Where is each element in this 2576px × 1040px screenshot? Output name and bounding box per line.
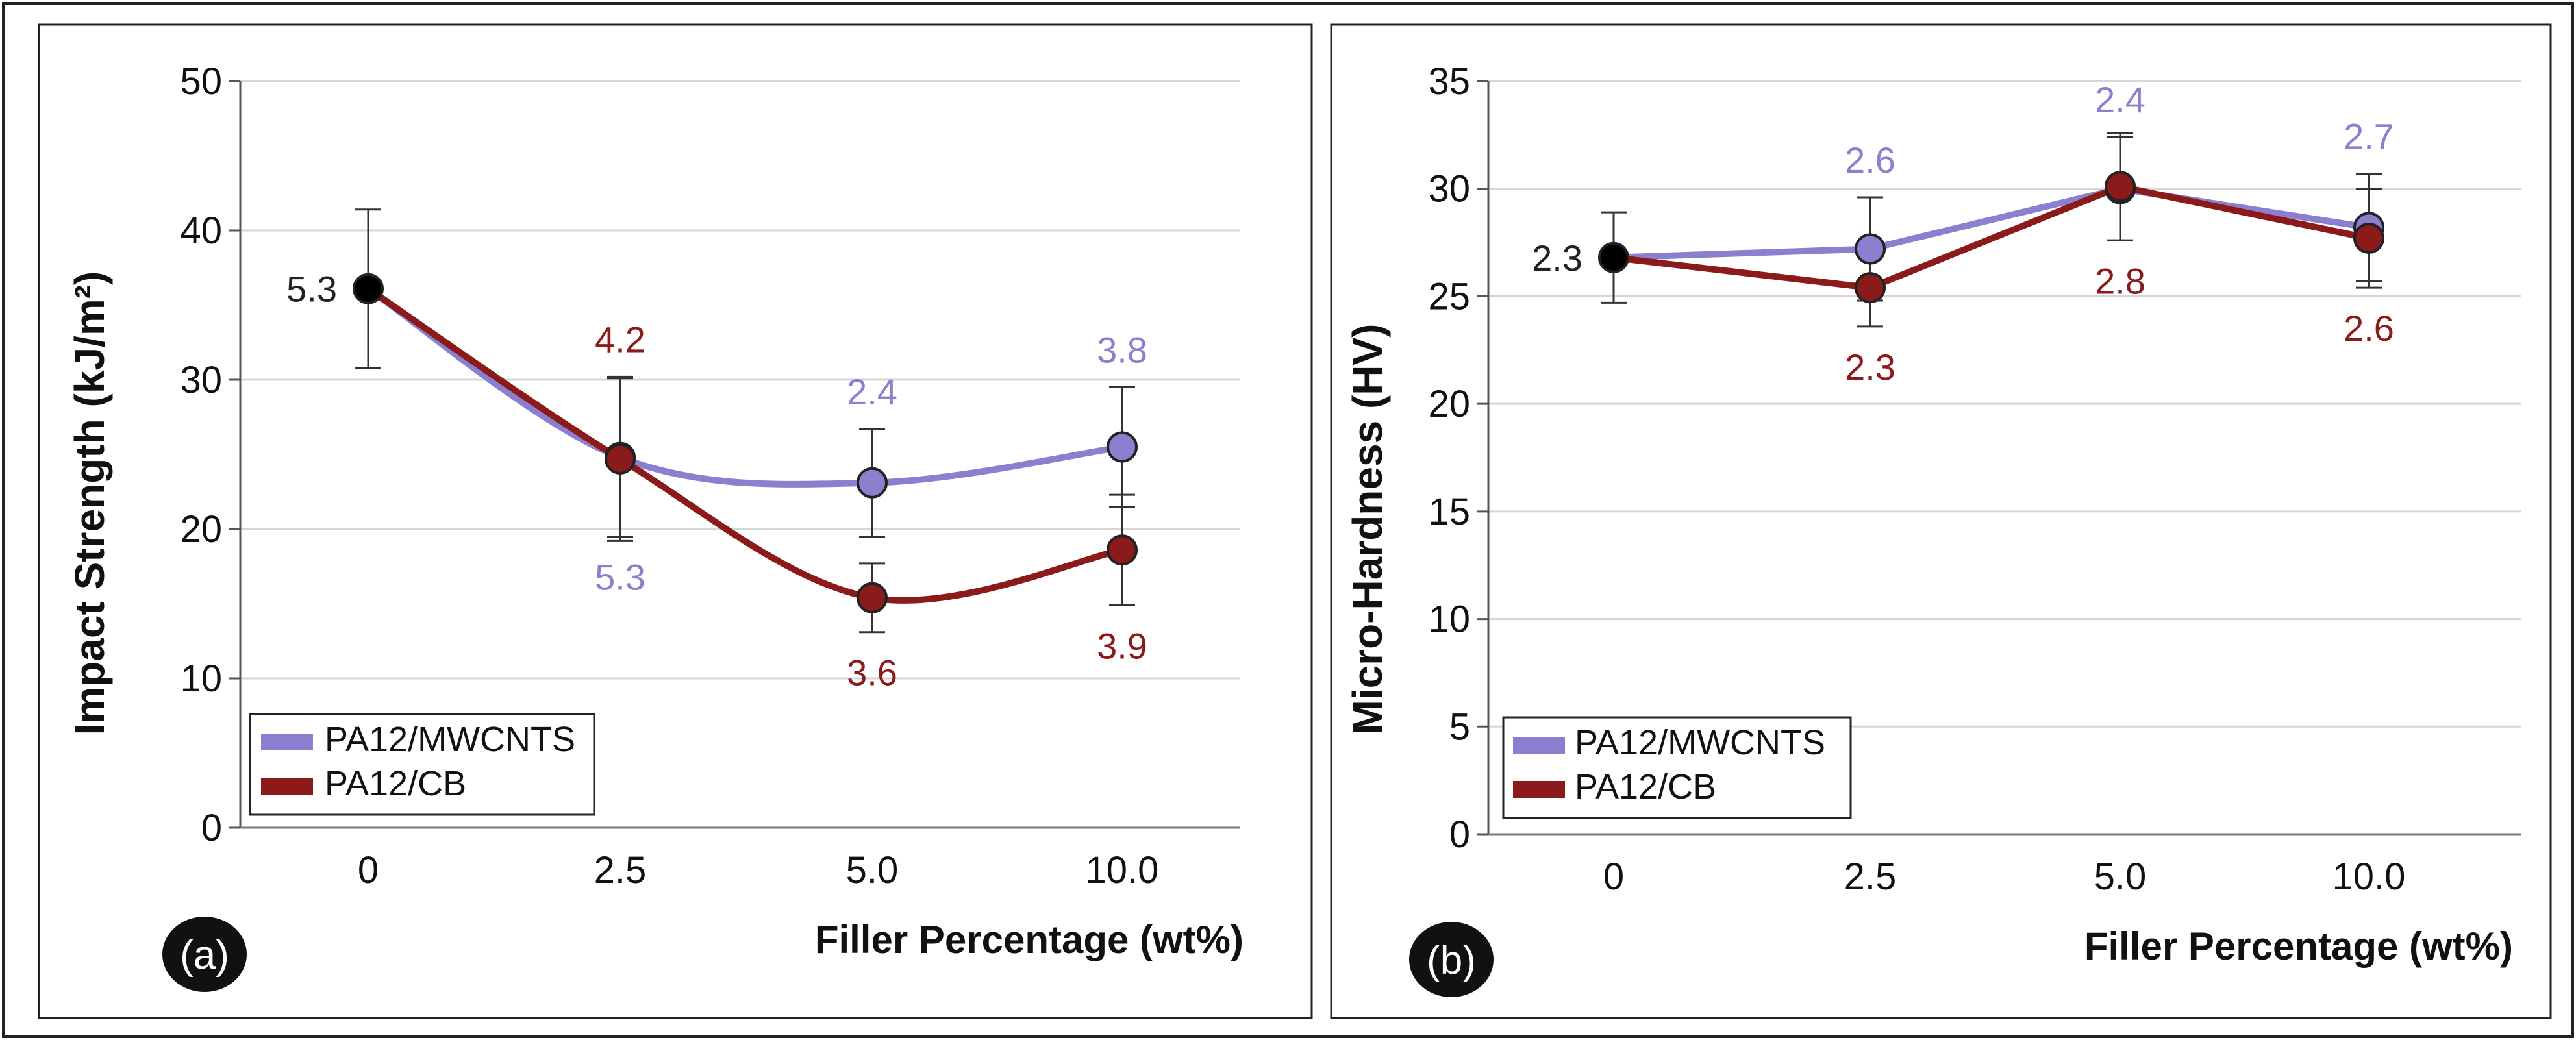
panel-a-data-labels: 5.3 5.3 2.4 3.8 4.2 3.6 3.9	[286, 269, 1147, 693]
series-line-cb	[1610, 183, 2372, 291]
panel-a-xlabel: Filler Percentage (wt%)	[815, 918, 1244, 961]
y-tick-label: 40	[180, 210, 222, 252]
y-tick-label: 35	[1428, 60, 1470, 103]
series-line-cb	[365, 285, 1125, 604]
panel-a-frame	[38, 23, 1313, 1019]
y-tick-label: 50	[180, 60, 222, 103]
legend-label-cb: PA12/CB	[1575, 767, 1716, 806]
x-tick-label: 0	[1603, 856, 1624, 898]
panel-a-badge-label: (a)	[180, 933, 229, 978]
data-point-mwcnts	[1107, 431, 1138, 463]
data-point-mwcnts	[1855, 233, 1886, 265]
data-label-cb: 2.3	[1845, 347, 1895, 388]
panel-a-grid	[240, 80, 1240, 680]
legend-swatch-mwcnts	[261, 734, 313, 750]
legend-label-mwcnts: PA12/MWCNTS	[325, 720, 575, 759]
x-tick-label: 10.0	[2332, 856, 2406, 898]
panel-a-label-badge: (a)	[162, 917, 247, 992]
data-label-cb: 2.6	[2344, 308, 2394, 349]
data-point-cb	[1855, 272, 1886, 304]
panel-a-legend: PA12/MWCNTS PA12/CB	[249, 713, 595, 816]
panel-b-legend: PA12/MWCNTS PA12/CB	[1502, 716, 1852, 819]
data-label-mwcnts: 2.4	[2095, 79, 2145, 120]
x-tick-label: 2.5	[594, 849, 647, 891]
data-label-cb: 3.6	[847, 652, 897, 693]
panel-b-label-badge: (b)	[1409, 922, 1494, 997]
data-label-neat: 2.3	[1532, 238, 1582, 279]
panel-a-axes	[229, 80, 1240, 829]
x-tick-label: 2.5	[1844, 856, 1897, 898]
y-tick-label: 10	[1428, 599, 1470, 641]
legend-swatch-cb	[1513, 781, 1565, 798]
data-point-cb	[2353, 222, 2384, 254]
y-tick-label: 10	[180, 658, 222, 700]
x-tick-label: 5.0	[846, 849, 899, 891]
panel-a-badge-circle	[162, 917, 247, 992]
panel-b-tick-labels: 0 5 10 15 20 25 30 35 0 2.5 5.0 10.0	[1428, 60, 2405, 898]
data-point-cb	[2105, 171, 2136, 203]
data-label-cb: 2.8	[2095, 260, 2145, 301]
panel-b-badge-label: (b)	[1427, 938, 1476, 983]
x-tick-label: 5.0	[2094, 856, 2147, 898]
data-label-mwcnts: 2.6	[1845, 140, 1895, 180]
data-point-neat	[1598, 241, 1629, 273]
data-label-mwcnts: 5.3	[595, 557, 645, 598]
data-label-cb: 4.2	[595, 319, 645, 360]
y-tick-label: 30	[180, 359, 222, 401]
y-tick-label: 20	[1428, 383, 1470, 425]
y-tick-label: 25	[1428, 275, 1470, 317]
data-label-mwcnts: 3.8	[1097, 330, 1147, 371]
panel-b-badge-circle	[1409, 922, 1494, 997]
x-tick-label: 10.0	[1086, 849, 1159, 891]
data-label-cb: 3.9	[1097, 625, 1147, 666]
panel-b-data-labels: 2.3 2.6 2.4 2.7 2.3 2.8 2.6	[1532, 79, 2394, 388]
y-tick-label: 0	[1449, 813, 1470, 856]
data-label-mwcnts: 2.7	[2344, 116, 2394, 157]
data-point-neat	[353, 273, 384, 304]
legend-swatch-mwcnts	[1513, 737, 1565, 754]
legend-box	[1502, 716, 1852, 819]
panel-b-xlabel: Filler Percentage (wt%)	[2084, 924, 2513, 968]
y-tick-label: 0	[201, 807, 222, 849]
panel-b-frame	[1330, 23, 2552, 1019]
data-point-mwcnts	[857, 467, 888, 499]
legend-label-cb: PA12/CB	[325, 764, 466, 803]
y-tick-label: 30	[1428, 168, 1470, 210]
legend-swatch-cb	[261, 778, 313, 795]
panel-a-data-points	[353, 273, 1138, 613]
data-label-neat: 5.3	[286, 269, 337, 310]
data-label-mwcnts: 2.4	[847, 371, 897, 412]
legend-box	[249, 713, 595, 816]
panel-a-tick-labels: 0 10 20 30 40 50 0 2.5 5.0 10.0	[180, 60, 1158, 891]
y-tick-label: 20	[180, 508, 222, 551]
panel-a-ylabel: Impact Strength (kJ/m²)	[66, 271, 113, 736]
x-tick-label: 0	[358, 849, 379, 891]
panel-a-series-lines	[365, 285, 1125, 604]
panel-b-series-lines	[1610, 183, 2372, 291]
panel-b-data-points	[1598, 171, 2384, 304]
y-tick-label: 15	[1428, 491, 1470, 533]
legend-label-mwcnts: PA12/MWCNTS	[1575, 723, 1825, 762]
data-point-cb	[605, 443, 636, 475]
series-line-mwcnts	[365, 285, 1125, 488]
series-line-mwcnts	[1610, 185, 2372, 261]
panel-b-axes	[1477, 80, 2521, 836]
data-point-cb	[857, 582, 888, 613]
panel-b-ylabel: Micro-Hardness (HV)	[1344, 324, 1391, 735]
data-point-cb	[1107, 534, 1138, 566]
y-tick-label: 5	[1449, 706, 1470, 748]
panel-a: 0 10 20 30 40 50 0 2.5 5.0 10.0 5.3 5.3 2.4 3.8 4.2 3.…	[38, 23, 1313, 1019]
